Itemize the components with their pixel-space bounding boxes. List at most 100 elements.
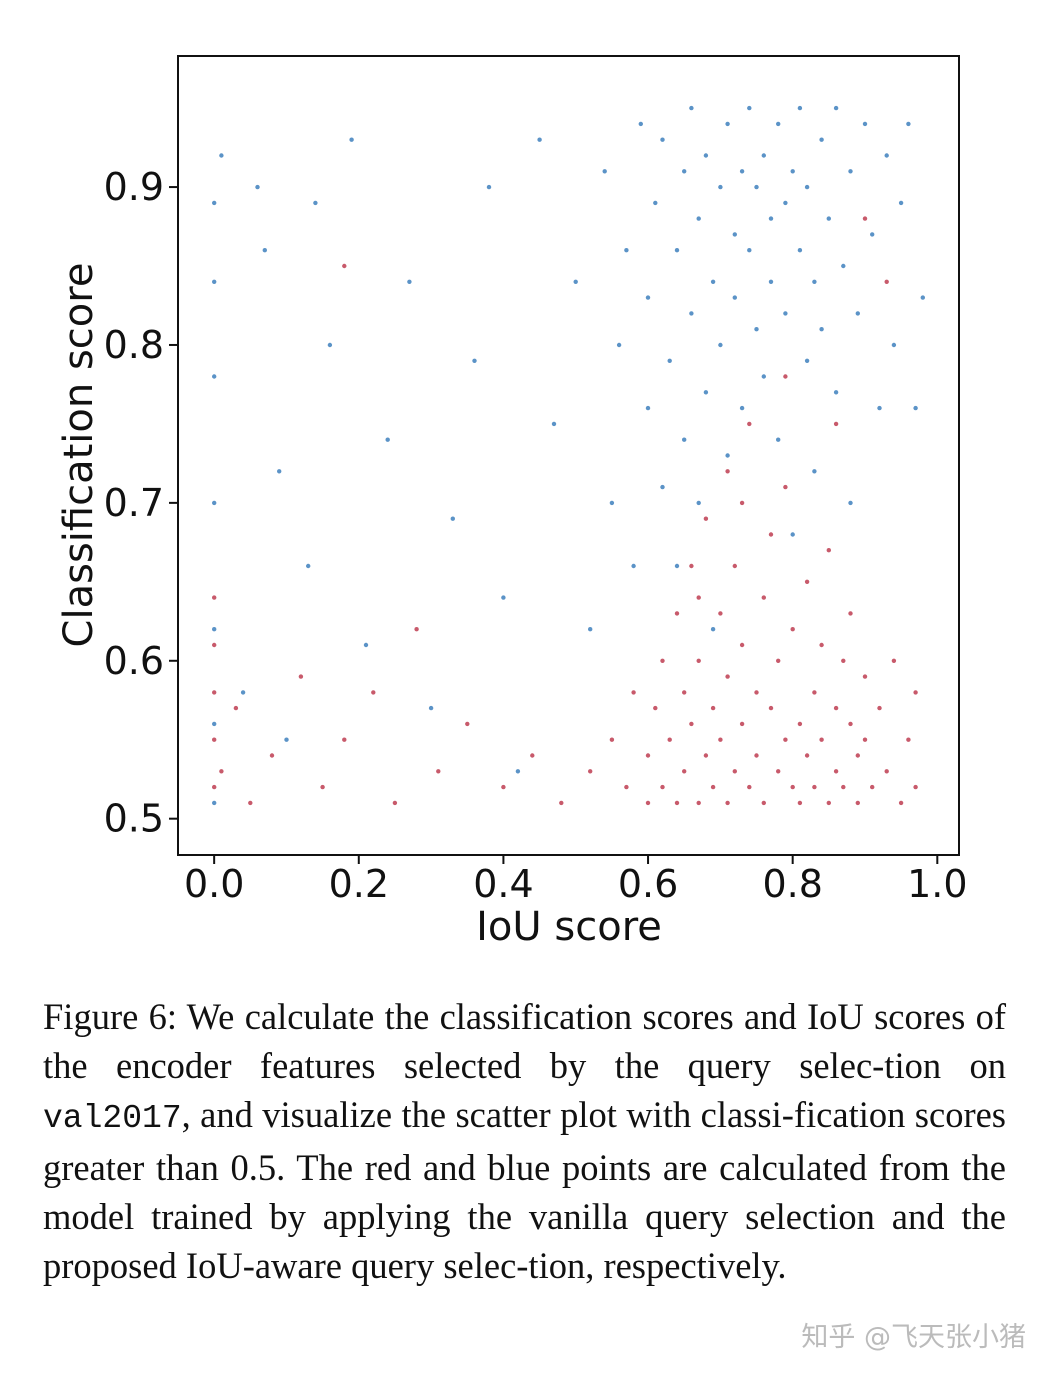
scatter-point <box>870 784 875 790</box>
scatter-point <box>841 784 846 790</box>
scatter-point <box>776 121 781 127</box>
scatter-point <box>812 690 817 695</box>
scatter-point <box>609 500 615 506</box>
scatter-point <box>826 548 831 553</box>
caption-threshold: 0.5 <box>230 1147 277 1188</box>
scatter-point <box>255 184 260 190</box>
x-tick-label: 0.6 <box>618 862 678 906</box>
scatter-point <box>696 500 701 506</box>
scatter-point <box>754 753 759 758</box>
x-axis-label: IoU score <box>476 904 662 950</box>
scatter-point <box>682 769 687 774</box>
scatter-point <box>812 279 817 284</box>
scatter-point <box>739 721 745 727</box>
scatter-point <box>212 500 217 506</box>
x-tick-label: 0.2 <box>329 862 389 906</box>
scatter-point <box>284 737 289 742</box>
scatter-point <box>248 800 253 806</box>
scatter-point <box>754 690 759 695</box>
y-axis-label: Classification score <box>56 263 102 648</box>
scatter-point <box>212 374 217 379</box>
scatter-point <box>631 563 636 569</box>
scatter-point <box>212 200 217 206</box>
scatter-point <box>812 469 817 474</box>
scatter-point <box>819 737 824 742</box>
scatter-point <box>725 469 730 474</box>
scatter-point <box>718 342 723 348</box>
scatter-point <box>776 437 781 442</box>
scatter-point <box>674 611 680 616</box>
scatter-point <box>819 327 824 332</box>
scatter-point <box>739 642 745 648</box>
scatter-point <box>761 374 766 379</box>
scatter-point <box>530 753 535 758</box>
scatter-chart: 0.0 0.2 0.4 0.6 0.8 1.0 0.5 0.6 0.7 0.8 0.9 IoU sc… <box>56 55 968 950</box>
x-tick-label: 0.0 <box>184 862 244 906</box>
scatter-point <box>747 105 752 111</box>
scatter-point <box>870 232 875 237</box>
scatter-point <box>725 453 730 458</box>
scatter-point <box>826 216 831 221</box>
scatter-point <box>703 390 709 395</box>
scatter-point <box>559 800 564 806</box>
scatter-point <box>212 690 217 695</box>
scatter-point <box>776 658 781 663</box>
scatter-point <box>862 121 868 127</box>
scatter-point <box>342 263 347 269</box>
scatter-point <box>660 784 665 790</box>
scatter-point <box>739 500 745 506</box>
scatter-point <box>428 705 434 711</box>
scatter-point <box>689 721 694 727</box>
scatter-point <box>833 705 839 711</box>
scatter-point <box>703 153 709 158</box>
scatter-point <box>877 705 882 711</box>
scatter-point <box>790 627 795 632</box>
scatter-point <box>841 658 846 663</box>
scatter-point <box>884 153 889 158</box>
scatter-point <box>486 184 492 190</box>
scatter-point <box>703 753 709 758</box>
scatter-point <box>638 121 643 127</box>
scatter-point <box>667 737 672 742</box>
scatter-point <box>804 358 810 363</box>
scatter-point <box>696 800 701 806</box>
scatter-point <box>645 295 651 300</box>
scatter-point <box>674 563 680 569</box>
watermark: 知乎 @飞天张小猪 <box>801 1322 1026 1353</box>
scatter-point <box>667 358 672 363</box>
scatter-point <box>790 784 795 790</box>
scatter-point <box>790 169 795 174</box>
scatter-point <box>349 137 354 142</box>
scatter-point <box>703 516 709 521</box>
scatter-point <box>739 169 745 174</box>
scatter-point <box>363 642 369 648</box>
scatter-point <box>891 342 897 348</box>
scatter-point <box>645 405 651 411</box>
scatter-point <box>682 690 687 695</box>
scatter-point <box>616 342 622 348</box>
scatter-point <box>472 358 477 363</box>
scatter-point <box>277 469 282 474</box>
scatter-point <box>913 690 918 695</box>
scatter-point <box>710 784 716 790</box>
scatter-point <box>609 737 615 742</box>
x-tick-label: 0.8 <box>762 862 822 906</box>
scatter-point <box>768 216 774 221</box>
scatter-point <box>645 800 651 806</box>
scatter-point <box>913 405 918 411</box>
scatter-point <box>833 390 839 395</box>
scatter-point <box>819 642 824 648</box>
scatter-point <box>732 769 737 774</box>
scatter-point <box>797 105 803 111</box>
scatter-point <box>588 769 593 774</box>
scatter-point <box>624 784 629 790</box>
caption-text-3: . The red and blue points are calculated… <box>43 1147 1006 1286</box>
scatter-point <box>833 769 839 774</box>
scatter-point <box>819 137 824 142</box>
scatter-point <box>848 611 853 616</box>
scatter-point <box>689 105 694 111</box>
scatter-point <box>306 563 311 569</box>
scatter-point <box>414 627 419 632</box>
scatter-point <box>783 484 788 490</box>
scatter-point <box>862 674 868 679</box>
